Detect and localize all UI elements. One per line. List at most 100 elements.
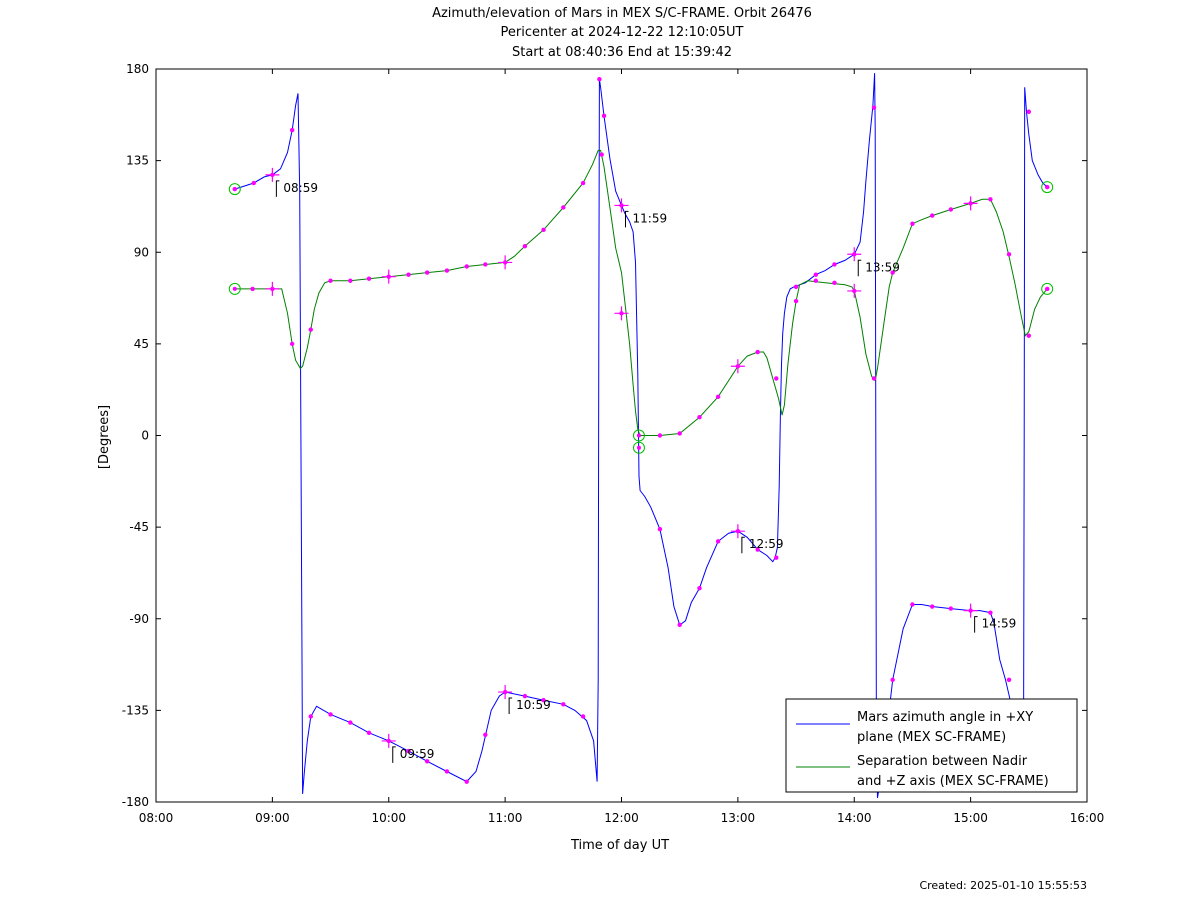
marker-dot-separation	[890, 270, 895, 275]
marker-dot-azimuth	[601, 113, 607, 119]
marker-dot-azimuth	[890, 677, 895, 683]
x-tick-label: 13:00	[721, 811, 756, 825]
marker-dot-separation	[988, 197, 993, 202]
marker-dot-separation	[948, 207, 954, 212]
legend: Mars azimuth angle in +XY plane (MEX SC-…	[785, 698, 1078, 793]
marker-dot-separation	[444, 268, 450, 273]
marker-start-end-circle	[632, 429, 645, 442]
marker-hour-cross	[381, 269, 396, 284]
marker-dot-azimuth	[464, 779, 469, 784]
series-line-separation	[234, 149, 1048, 436]
marker-start-end-dot	[636, 433, 641, 438]
annotation-pointer	[974, 616, 978, 633]
marker-hour-cross	[265, 281, 280, 296]
chart-title-line-1: Azimuth/elevation of Mars in MEX S/C-FRA…	[432, 6, 812, 21]
marker-start-end-dot	[232, 187, 237, 192]
marker-dot-azimuth	[910, 602, 915, 607]
y-tick-label: 90	[134, 245, 149, 259]
series-line-azimuth	[234, 73, 1017, 798]
y-tick-label: -45	[129, 520, 149, 534]
marker-hour-cross	[847, 247, 862, 262]
created-timestamp: Created: 2025-01-10 15:55:53	[919, 879, 1087, 892]
x-tick-label: 08:00	[139, 811, 174, 825]
marker-hour-cross	[381, 733, 396, 748]
marker-dot-separation	[793, 298, 799, 304]
y-tick-label: 180	[126, 62, 149, 76]
marker-dot-azimuth	[483, 732, 488, 738]
legend-label-azimuth-line-1: Mars azimuth angle in +XY	[857, 710, 1033, 725]
y-tick-label: -180	[122, 795, 149, 809]
marker-start-end-circle	[228, 183, 241, 196]
marker-dot-azimuth	[793, 284, 799, 290]
legend-label-azimuth-line-2: plane (MEX SC-FRAME)	[857, 730, 1006, 745]
annotation-pointer	[508, 697, 513, 715]
marker-dot-azimuth	[328, 712, 333, 717]
y-tick-label: 0	[141, 429, 149, 443]
y-tick-label: -135	[122, 703, 149, 717]
marker-hour-cross	[963, 603, 978, 618]
marker-dot-separation	[715, 394, 721, 400]
series-layer	[234, 73, 1048, 798]
annotation-pointer	[857, 259, 862, 277]
marker-dot-azimuth	[406, 748, 411, 754]
annotation-layer: 08:59 09:59 10:59 11:59 12:59 13:59 14:59	[275, 180, 1017, 763]
annotation-pointer	[392, 746, 396, 763]
marker-dot-separation	[541, 227, 546, 233]
chart-title-line-3: Start at 08:40:36 End at 15:39:42	[512, 45, 732, 60]
marker-dot-azimuth	[424, 759, 430, 764]
marker-dot-separation	[813, 278, 819, 283]
marker-dot-azimuth	[444, 769, 450, 774]
marker-dot-separation	[424, 270, 430, 275]
marker-dot-separation	[289, 341, 295, 347]
marker-dot-azimuth	[561, 702, 566, 707]
marker-dot-separation	[755, 349, 760, 355]
marker-dot-separation	[522, 243, 528, 249]
x-tick-label: 10:00	[371, 811, 406, 825]
marker-dot-azimuth	[289, 127, 295, 133]
marker-dot-azimuth	[580, 714, 586, 719]
marker-dot-azimuth	[813, 272, 819, 277]
marker-layer	[228, 76, 1054, 784]
x-tick-label: 12:00	[604, 811, 639, 825]
marker-start-end-dot	[232, 286, 237, 291]
marker-dot-azimuth	[1006, 677, 1012, 683]
marker-hour-cross	[847, 283, 862, 298]
marker-dot-separation	[657, 433, 663, 438]
marker-dot-separation	[832, 280, 837, 285]
y-tick-label: -90	[129, 612, 149, 626]
marker-dot-separation	[910, 221, 915, 226]
marker-dot-separation	[774, 376, 779, 381]
marker-dot-azimuth	[522, 693, 528, 699]
x-tick-label: 11:00	[488, 811, 523, 825]
marker-dot-separation	[561, 205, 566, 210]
marker-dot-azimuth	[251, 180, 256, 186]
annotation-label: 08:59	[283, 181, 318, 195]
plot-frame	[155, 68, 1088, 803]
marker-dot-separation	[464, 264, 469, 269]
legend-box	[785, 698, 1078, 793]
marker-dot-separation	[930, 213, 935, 218]
marker-dot-azimuth	[715, 539, 721, 544]
marker-dot-separation	[580, 180, 586, 186]
marker-dot-azimuth	[832, 262, 837, 267]
marker-dot-separation	[250, 286, 255, 292]
x-tick-label: 09:00	[255, 811, 290, 825]
marker-dot-separation	[599, 152, 604, 157]
marker-dot-azimuth	[988, 610, 993, 615]
marker-dot-azimuth	[657, 526, 663, 532]
marker-dot-azimuth	[755, 547, 760, 552]
marker-hour-cross	[498, 685, 513, 700]
annotation-label: 14:59	[982, 617, 1017, 631]
marker-dot-azimuth	[948, 606, 954, 611]
marker-start-end-circle	[632, 441, 645, 454]
annotation-pointer	[275, 180, 280, 197]
y-tick-label: 45	[134, 337, 149, 351]
marker-dot-azimuth	[930, 604, 935, 609]
marker-hour-cross	[614, 198, 629, 213]
x-tick-label: 16:00	[1070, 811, 1105, 825]
x-axis-label: Time of day UT	[570, 838, 669, 853]
x-tick-label: 15:00	[953, 811, 988, 825]
x-axis: 08:00 09:00 10:00 11:00 12:00 13:00 14:00 15:00…	[139, 69, 1105, 825]
marker-hour-cross	[730, 524, 745, 539]
